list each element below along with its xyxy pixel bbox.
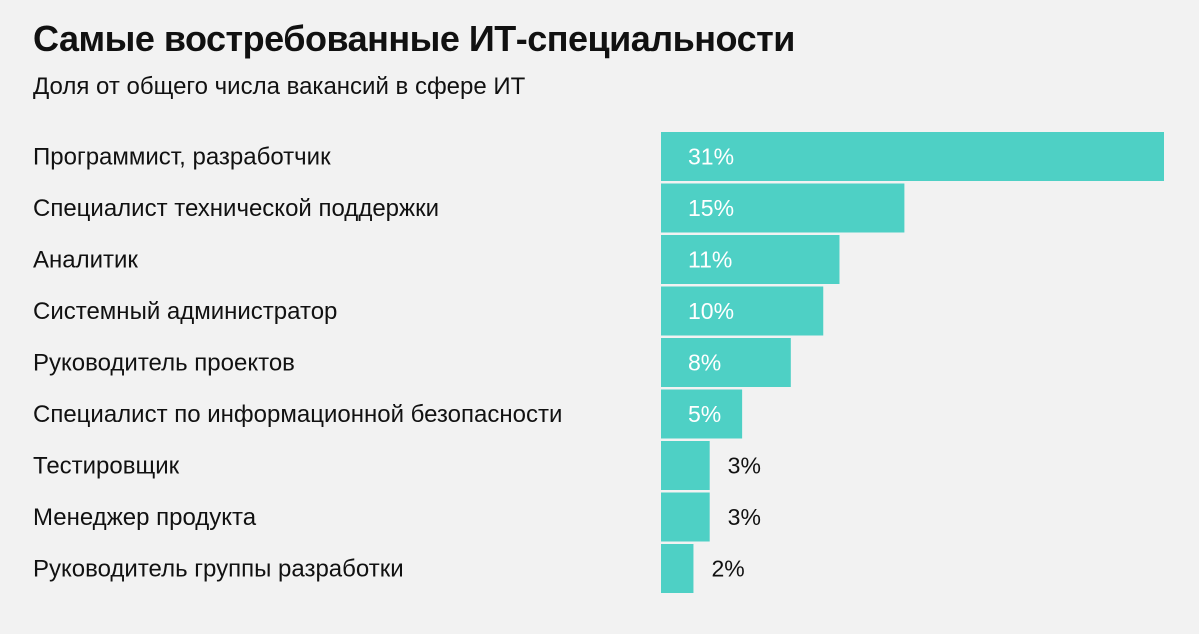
value-label: 10% [688,298,734,324]
bar [661,286,824,336]
value-label: 5% [688,401,721,427]
category-label: Системный администратор [33,298,337,325]
bar [661,183,905,233]
category-label: Руководитель проектов [33,350,295,377]
chart-subtitle: Доля от общего числа вакансий в сфере ИТ [33,73,526,100]
category-label: Руководитель группы разработки [33,556,404,583]
value-label: 3% [728,453,761,479]
bar [661,132,1164,181]
bar [661,544,694,593]
value-label: 15% [688,195,734,221]
bar [661,492,710,542]
bar [661,389,743,439]
category-label: Менеджер продукта [33,504,257,531]
value-label: 31% [688,144,734,170]
category-label: Тестировщик [33,453,180,480]
value-label: 8% [688,350,721,376]
bar [661,338,791,387]
category-label: Специалист технической поддержки [33,195,439,222]
chart-title: Самые востребованные ИТ-специальности [33,18,795,59]
bar [661,441,710,490]
bar [661,235,840,284]
category-label: Программист, разработчик [33,144,331,171]
value-label: 3% [728,504,761,530]
category-label: Специалист по информационной безопасност… [33,401,562,428]
value-label: 2% [711,556,744,582]
category-label: Аналитик [33,247,138,274]
value-label: 11% [688,247,732,273]
